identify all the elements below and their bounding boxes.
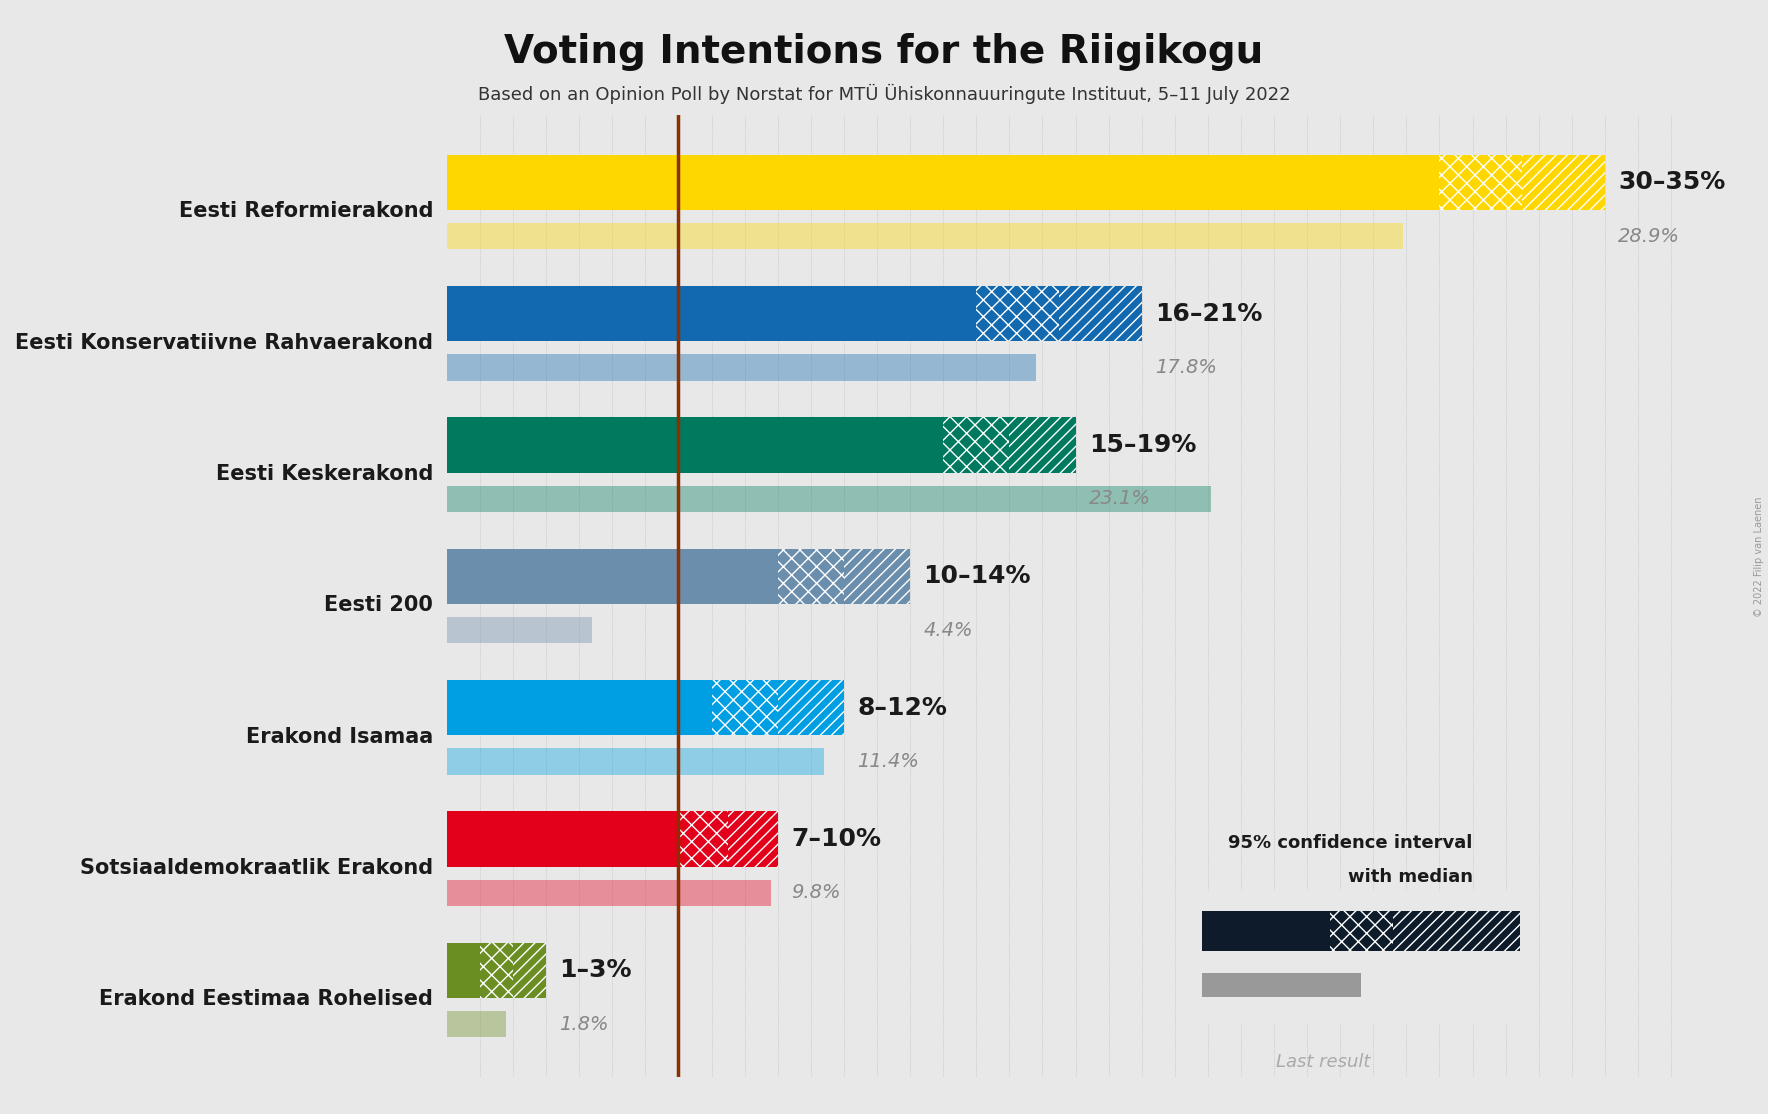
Bar xyxy=(1202,973,1361,997)
Bar xyxy=(447,942,479,998)
Bar xyxy=(447,418,942,472)
Bar xyxy=(447,1012,506,1037)
Bar xyxy=(679,811,728,867)
Text: 8–12%: 8–12% xyxy=(857,695,948,720)
Bar xyxy=(447,617,592,643)
Bar xyxy=(778,549,843,604)
Bar xyxy=(1010,418,1075,472)
Bar xyxy=(447,880,771,906)
Bar xyxy=(1522,155,1605,209)
Bar xyxy=(447,680,711,735)
Bar xyxy=(1202,911,1330,951)
Text: 17.8%: 17.8% xyxy=(1155,358,1216,377)
Bar xyxy=(447,223,1404,250)
Text: 9.8%: 9.8% xyxy=(790,883,840,902)
Bar xyxy=(447,749,824,774)
Bar xyxy=(1393,911,1520,951)
Text: 1–3%: 1–3% xyxy=(559,958,631,983)
Bar xyxy=(447,486,1211,512)
Text: 15–19%: 15–19% xyxy=(1089,433,1197,457)
Text: 1.8%: 1.8% xyxy=(559,1015,608,1034)
Bar xyxy=(942,418,1010,472)
Bar xyxy=(976,286,1059,341)
Bar xyxy=(447,811,679,867)
Bar xyxy=(1330,911,1393,951)
Text: Voting Intentions for the Riigikogu: Voting Intentions for the Riigikogu xyxy=(504,33,1264,71)
Bar xyxy=(728,811,778,867)
Bar xyxy=(479,942,513,998)
Text: 10–14%: 10–14% xyxy=(923,565,1031,588)
Text: Last result: Last result xyxy=(1276,1053,1370,1071)
Bar xyxy=(711,680,778,735)
Text: 28.9%: 28.9% xyxy=(1618,226,1680,245)
Text: 23.1%: 23.1% xyxy=(1089,489,1151,508)
Bar xyxy=(447,155,1439,209)
Bar xyxy=(513,942,546,998)
Bar xyxy=(447,549,778,604)
Bar xyxy=(447,354,1036,381)
Text: © 2022 Filip van Laenen: © 2022 Filip van Laenen xyxy=(1754,497,1764,617)
Bar xyxy=(843,549,911,604)
Bar xyxy=(1439,155,1522,209)
Text: 7–10%: 7–10% xyxy=(790,827,880,851)
Text: 11.4%: 11.4% xyxy=(857,752,919,771)
Bar xyxy=(1059,286,1142,341)
Text: with median: with median xyxy=(1347,868,1473,886)
Bar xyxy=(778,680,843,735)
Text: Based on an Opinion Poll by Norstat for MTÜ Ühiskonnauuringute Instituut, 5–11 J: Based on an Opinion Poll by Norstat for … xyxy=(477,84,1291,104)
Text: 4.4%: 4.4% xyxy=(923,620,972,639)
Text: 95% confidence interval: 95% confidence interval xyxy=(1229,834,1473,852)
Bar xyxy=(447,286,976,341)
Text: 16–21%: 16–21% xyxy=(1155,302,1262,325)
Text: 30–35%: 30–35% xyxy=(1618,170,1726,194)
